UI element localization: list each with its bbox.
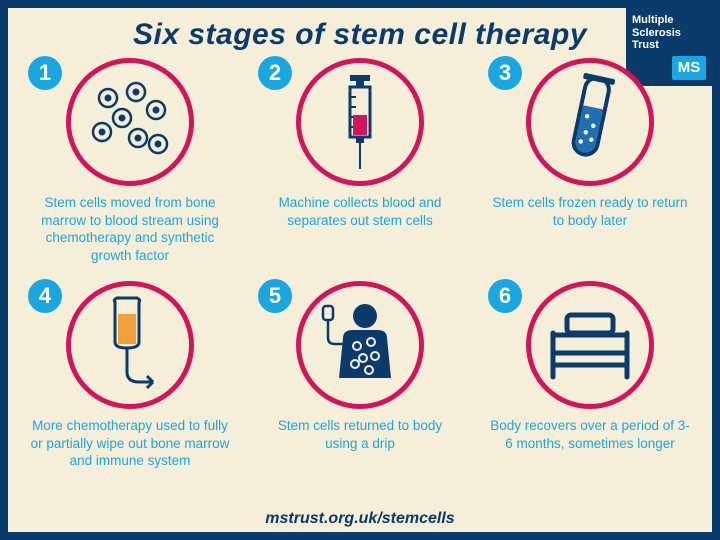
stage-3: 3 Stem cells frozen ready to return bbox=[486, 56, 694, 273]
stage-number-badge: 6 bbox=[488, 279, 522, 313]
stage-circle bbox=[296, 58, 424, 186]
stage-circle bbox=[296, 281, 424, 409]
stage-circle bbox=[526, 281, 654, 409]
stage-1: 1 Stem cells m bbox=[26, 56, 234, 273]
stage-caption: Stem cells frozen ready to return to bod… bbox=[486, 194, 694, 229]
stage-caption: More chemotherapy used to fully or parti… bbox=[26, 417, 234, 470]
stage-number-badge: 1 bbox=[28, 56, 62, 90]
stage-caption: Stem cells moved from bone marrow to blo… bbox=[26, 194, 234, 264]
page-title: Six stages of stem cell therapy bbox=[26, 18, 694, 52]
iv-bag-icon bbox=[75, 290, 185, 400]
stage-caption: Machine collects blood and separates out… bbox=[256, 194, 464, 229]
stage-number-badge: 3 bbox=[488, 56, 522, 90]
stage-number-badge: 5 bbox=[258, 279, 292, 313]
infographic-frame: Multiple Sclerosis Trust MS Six stages o… bbox=[0, 0, 720, 540]
stage-4: 4 More chemotherapy used to fully or par… bbox=[26, 279, 234, 496]
logo-line: Multiple bbox=[632, 14, 706, 27]
logo-line: Trust bbox=[632, 39, 706, 52]
stage-caption: Body recovers over a period of 3-6 month… bbox=[486, 417, 694, 452]
stages-grid: 1 Stem cells m bbox=[26, 56, 694, 496]
syringe-icon bbox=[310, 67, 410, 177]
stage-caption: Stem cells returned to body using a drip bbox=[256, 417, 464, 452]
person-drip-icon bbox=[305, 290, 415, 400]
logo-line: Sclerosis bbox=[632, 27, 706, 40]
stage-circle bbox=[66, 281, 194, 409]
stage-circle bbox=[526, 58, 654, 186]
stage-circle bbox=[66, 58, 194, 186]
stage-number-badge: 2 bbox=[258, 56, 292, 90]
footer-url: mstrust.org.uk/stemcells bbox=[8, 510, 712, 528]
stage-number-badge: 4 bbox=[28, 279, 62, 313]
testtube-icon bbox=[540, 67, 640, 177]
stage-5: 5 Stem cells returned to body using a dr… bbox=[256, 279, 464, 496]
cells-icon bbox=[80, 72, 180, 172]
stage-2: 2 Machine collects blood and separates o… bbox=[256, 56, 464, 273]
bed-icon bbox=[535, 295, 645, 395]
stage-6: 6 Body recovers over a period of 3-6 mon… bbox=[486, 279, 694, 496]
